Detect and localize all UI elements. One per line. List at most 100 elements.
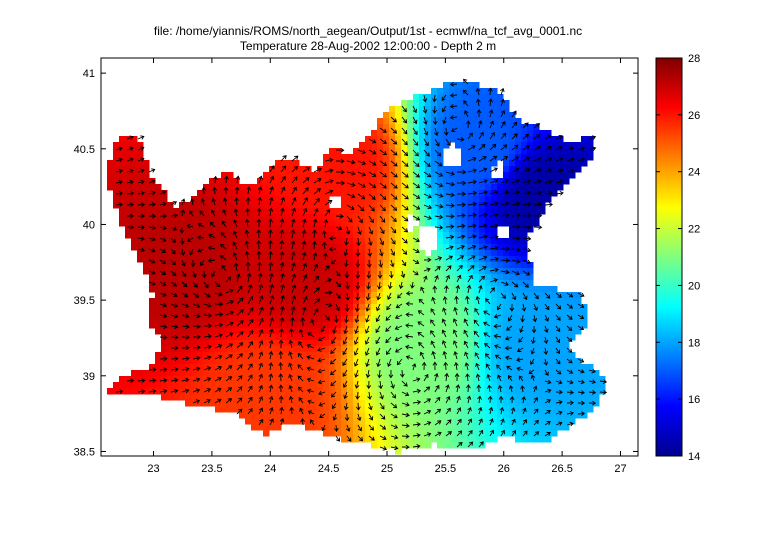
heat-cell bbox=[509, 118, 516, 125]
heat-cell bbox=[491, 160, 498, 167]
heat-cell bbox=[377, 244, 384, 251]
heat-cell bbox=[491, 370, 498, 377]
heat-cell bbox=[401, 430, 408, 437]
heat-cell bbox=[311, 250, 318, 257]
heat-cell bbox=[359, 208, 366, 215]
heat-cell bbox=[299, 280, 306, 287]
heat-cell bbox=[167, 202, 174, 209]
heat-cell bbox=[131, 232, 138, 239]
heat-cell bbox=[305, 316, 312, 323]
heat-cell bbox=[233, 190, 240, 197]
heat-cell bbox=[455, 364, 462, 371]
heat-cell bbox=[521, 274, 528, 281]
heat-cell bbox=[413, 382, 420, 389]
heat-cell bbox=[497, 358, 504, 365]
current-arrow bbox=[390, 380, 395, 389]
current-arrow bbox=[387, 292, 392, 300]
heat-cell bbox=[269, 214, 276, 221]
heat-cell bbox=[479, 274, 486, 281]
heat-cell bbox=[569, 160, 576, 167]
heat-cell bbox=[287, 370, 294, 377]
current-arrow bbox=[555, 190, 564, 196]
current-arrow bbox=[335, 213, 344, 219]
current-arrow bbox=[464, 110, 469, 118]
heat-cell bbox=[479, 112, 486, 119]
heat-cell bbox=[485, 262, 492, 269]
heat-cell bbox=[287, 316, 294, 323]
heat-cell bbox=[515, 148, 522, 155]
heat-cell bbox=[539, 322, 546, 329]
heat-cell bbox=[365, 142, 372, 149]
heat-cell bbox=[407, 208, 414, 215]
heat-cell bbox=[119, 178, 126, 185]
heat-cell bbox=[419, 340, 426, 347]
heat-cell bbox=[419, 382, 426, 389]
heat-cell bbox=[581, 376, 588, 383]
heat-cell bbox=[191, 304, 198, 311]
heat-cell bbox=[143, 238, 150, 245]
heat-cell bbox=[347, 256, 354, 263]
heat-cell bbox=[245, 412, 252, 419]
current-arrow bbox=[170, 237, 176, 243]
current-arrow bbox=[520, 385, 525, 393]
heat-cell bbox=[125, 184, 132, 191]
heat-cell bbox=[179, 346, 186, 353]
current-arrow bbox=[483, 332, 491, 338]
heat-cell bbox=[437, 178, 444, 185]
heat-cell bbox=[401, 166, 408, 173]
current-arrow bbox=[489, 167, 498, 173]
heat-cell bbox=[455, 118, 462, 125]
heat-cell bbox=[377, 292, 384, 299]
heat-cell bbox=[455, 82, 462, 89]
heat-cell bbox=[545, 406, 552, 413]
current-arrow bbox=[335, 169, 345, 175]
heat-cell bbox=[485, 250, 492, 257]
heat-cell bbox=[221, 316, 228, 323]
current-arrow bbox=[302, 197, 308, 206]
current-arrow bbox=[533, 123, 541, 129]
heat-cell bbox=[359, 166, 366, 173]
current-arrow bbox=[455, 384, 461, 393]
heat-cell bbox=[239, 256, 246, 263]
heat-cell bbox=[581, 364, 588, 371]
heat-cell bbox=[389, 388, 396, 395]
heat-cell bbox=[563, 412, 570, 419]
heat-cell bbox=[473, 250, 480, 257]
current-arrow bbox=[544, 168, 553, 173]
heat-cell bbox=[191, 328, 198, 335]
heat-cell bbox=[293, 190, 300, 197]
heat-cell bbox=[503, 166, 510, 173]
current-arrow bbox=[478, 284, 483, 294]
current-arrow bbox=[379, 446, 388, 451]
heat-cell bbox=[263, 214, 270, 221]
heat-cell bbox=[449, 256, 456, 263]
heat-cell bbox=[461, 310, 468, 317]
heat-cell bbox=[443, 424, 450, 431]
heat-cell bbox=[173, 328, 180, 335]
current-arrow bbox=[236, 408, 243, 415]
current-arrow bbox=[445, 203, 455, 208]
heat-cell bbox=[149, 220, 156, 227]
heat-cell bbox=[425, 364, 432, 371]
heat-cell bbox=[239, 190, 246, 197]
current-arrow bbox=[225, 398, 233, 404]
heat-cell bbox=[197, 310, 204, 317]
heat-cell bbox=[563, 394, 570, 401]
heat-cell bbox=[269, 202, 276, 209]
heat-cell bbox=[233, 328, 240, 335]
heat-cell bbox=[131, 142, 138, 149]
heat-cell bbox=[431, 280, 438, 287]
chart-title-line-2: Temperature 28-Aug-2002 12:00:00 - Depth… bbox=[240, 39, 496, 53]
heat-cell bbox=[233, 400, 240, 407]
heat-cell bbox=[347, 316, 354, 323]
current-arrow bbox=[379, 171, 387, 178]
heat-cell bbox=[323, 328, 330, 335]
current-arrow bbox=[342, 369, 348, 377]
heat-cell bbox=[515, 280, 522, 287]
current-arrow bbox=[291, 155, 299, 162]
heat-cell bbox=[515, 406, 522, 413]
heat-cell bbox=[191, 346, 198, 353]
current-arrow bbox=[465, 384, 471, 393]
heat-cell bbox=[455, 190, 462, 197]
heat-cell bbox=[461, 322, 468, 329]
